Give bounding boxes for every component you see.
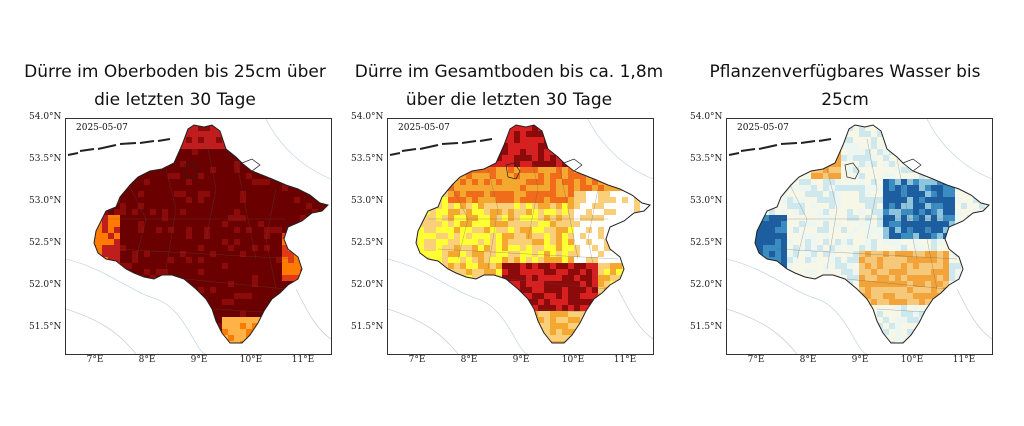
lat-tick-label: 53.0°N [690, 196, 723, 206]
location-marker-icon [470, 156, 480, 166]
map-date: 2025-05-07 [76, 123, 128, 133]
drought-map [388, 119, 653, 354]
lat-tick-label: 54.0°N [690, 112, 723, 122]
district-borders [428, 138, 619, 315]
lon-tick-label: 10°E [561, 355, 585, 365]
panel-title: Pflanzenverfügbares Wasser bis 25cm [680, 58, 1010, 114]
title-line-2: die letzten 30 Tage [94, 90, 256, 110]
lat-tick-label: 53.5°N [690, 154, 723, 164]
raster-cells [94, 125, 328, 343]
map-date: 2025-05-07 [737, 123, 789, 133]
map-frame: 2025-05-07 [65, 118, 332, 355]
bremen-outline [505, 162, 521, 180]
map-frame: 2025-05-07 [387, 118, 654, 355]
lat-tick-label: 53.0°N [351, 196, 384, 206]
map-date: 2025-05-07 [398, 123, 450, 133]
title-line-2: 25cm [821, 90, 869, 110]
lon-tick-label: 11°E [613, 355, 637, 365]
east-frisian-islands [389, 138, 493, 156]
lat-tick-label: 54.0°N [351, 112, 384, 122]
state-outline [415, 124, 651, 344]
lat-tick-label: 53.5°N [29, 154, 62, 164]
hamburg-outline [563, 158, 583, 172]
lon-tick-label: 8°E [460, 355, 478, 365]
bremen-outline [844, 162, 860, 180]
lat-tick-label: 52.5°N [351, 238, 384, 248]
lat-tick-label: 52.0°N [690, 280, 723, 290]
drought-map [66, 119, 331, 354]
panel-title: Dürre im Gesamtboden bis ca. 1,8m über d… [344, 58, 674, 114]
title-line-2: über die letzten 30 Tage [405, 90, 613, 110]
hamburg-outline [902, 158, 922, 172]
lon-tick-label: 8°E [138, 355, 156, 365]
lon-tick-label: 10°E [900, 355, 924, 365]
water-map [727, 119, 992, 354]
background-borders [727, 119, 992, 354]
lat-tick-label: 51.5°N [351, 322, 384, 332]
lon-tick-label: 10°E [239, 355, 263, 365]
title-line-1: Dürre im Oberboden bis 25cm über [24, 62, 326, 82]
lat-tick-label: 52.0°N [351, 280, 384, 290]
lat-tick-label: 51.5°N [690, 322, 723, 332]
lat-tick-label: 52.5°N [690, 238, 723, 248]
title-line-1: Dürre im Gesamtboden bis ca. 1,8m [354, 62, 664, 82]
lon-tick-label: 9°E [512, 355, 530, 365]
panel-topsoil-drought: Dürre im Oberboden bis 25cm über die let… [10, 0, 340, 426]
panel-plant-available-water: Pflanzenverfügbares Wasser bis 25cm 2025… [680, 0, 1010, 426]
location-marker-icon [148, 156, 158, 166]
lon-tick-label: 11°E [291, 355, 315, 365]
lon-tick-label: 9°E [190, 355, 208, 365]
lat-tick-label: 53.0°N [29, 196, 62, 206]
lon-tick-label: 11°E [952, 355, 976, 365]
lat-tick-label: 52.5°N [29, 238, 62, 248]
title-line-1: Pflanzenverfügbares Wasser bis [709, 62, 981, 82]
bremen-outline [183, 162, 199, 180]
lon-tick-label: 7°E [408, 355, 426, 365]
lat-tick-label: 52.0°N [29, 280, 62, 290]
district-borders [767, 138, 958, 315]
background-borders [66, 119, 331, 354]
lon-tick-label: 9°E [851, 355, 869, 365]
lon-tick-label: 8°E [799, 355, 817, 365]
state-outline [754, 124, 990, 344]
panel-title: Dürre im Oberboden bis 25cm über die let… [10, 58, 340, 114]
lat-tick-label: 53.5°N [351, 154, 384, 164]
raster-cells [755, 125, 989, 343]
map-frame: 2025-05-07 [726, 118, 993, 355]
hamburg-outline [241, 158, 261, 172]
background-borders [388, 119, 653, 354]
lon-tick-label: 7°E [86, 355, 104, 365]
east-frisian-islands [728, 138, 832, 156]
panel-total-soil-drought: Dürre im Gesamtboden bis ca. 1,8m über d… [344, 0, 674, 426]
lat-tick-label: 54.0°N [29, 112, 62, 122]
lon-tick-label: 7°E [747, 355, 765, 365]
lat-tick-label: 51.5°N [29, 322, 62, 332]
east-frisian-islands [67, 138, 171, 156]
raster-cells [416, 125, 650, 343]
state-outline [93, 124, 329, 344]
